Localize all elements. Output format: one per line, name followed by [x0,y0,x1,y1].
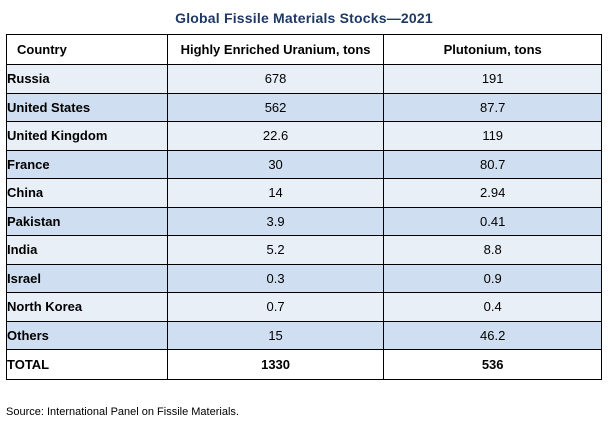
table-row: France 30 80.7 [6,149,602,179]
plutonium-cell: 0.4 [383,292,602,322]
table-row: United Kingdom 22.6 119 [6,121,602,151]
heu-cell: 678 [166,64,385,94]
country-cell: India [6,235,168,265]
table-row: India 5.2 8.8 [6,235,602,265]
table-row: North Korea 0.7 0.4 [6,292,602,322]
header-plutonium: Plutonium, tons [383,34,602,65]
plutonium-cell: 46.2 [383,320,602,350]
heu-cell: 562 [166,92,385,122]
country-cell: Pakistan [6,206,168,236]
heu-cell: 0.3 [166,263,385,293]
country-cell: United Kingdom [6,121,168,151]
total-row: TOTAL 1330 536 [6,349,602,380]
header-country: Country [6,34,168,65]
fissile-stocks-table: Country Highly Enriched Uranium, tons Pl… [6,34,602,380]
country-cell: Russia [6,64,168,94]
plutonium-cell: 2.94 [383,178,602,208]
heu-cell: 22.6 [166,121,385,151]
total-label: TOTAL [6,349,168,380]
plutonium-cell: 191 [383,64,602,94]
plutonium-cell: 80.7 [383,149,602,179]
heu-cell: 0.7 [166,292,385,322]
source-note: Source: International Panel on Fissile M… [6,406,239,418]
header-row: Country Highly Enriched Uranium, tons Pl… [6,34,602,65]
heu-cell: 5.2 [166,235,385,265]
total-plutonium: 536 [383,349,602,380]
country-cell: Israel [6,263,168,293]
table-row: Others 15 46.2 [6,320,602,350]
total-heu: 1330 [166,349,385,380]
heu-cell: 3.9 [166,206,385,236]
table-row: Russia 678 191 [6,64,602,94]
header-heu: Highly Enriched Uranium, tons [166,34,385,65]
table-title: Global Fissile Materials Stocks—2021 [175,10,433,26]
table-row: Pakistan 3.9 0.41 [6,206,602,236]
heu-cell: 30 [166,149,385,179]
heu-cell: 15 [166,320,385,350]
country-cell: United States [6,92,168,122]
country-cell: Others [6,320,168,350]
country-cell: France [6,149,168,179]
plutonium-cell: 8.8 [383,235,602,265]
table-row: Israel 0.3 0.9 [6,263,602,293]
plutonium-cell: 0.41 [383,206,602,236]
plutonium-cell: 87.7 [383,92,602,122]
plutonium-cell: 0.9 [383,263,602,293]
country-cell: China [6,178,168,208]
heu-cell: 14 [166,178,385,208]
table-row: China 14 2.94 [6,178,602,208]
country-cell: North Korea [6,292,168,322]
plutonium-cell: 119 [383,121,602,151]
table-row: United States 562 87.7 [6,92,602,122]
